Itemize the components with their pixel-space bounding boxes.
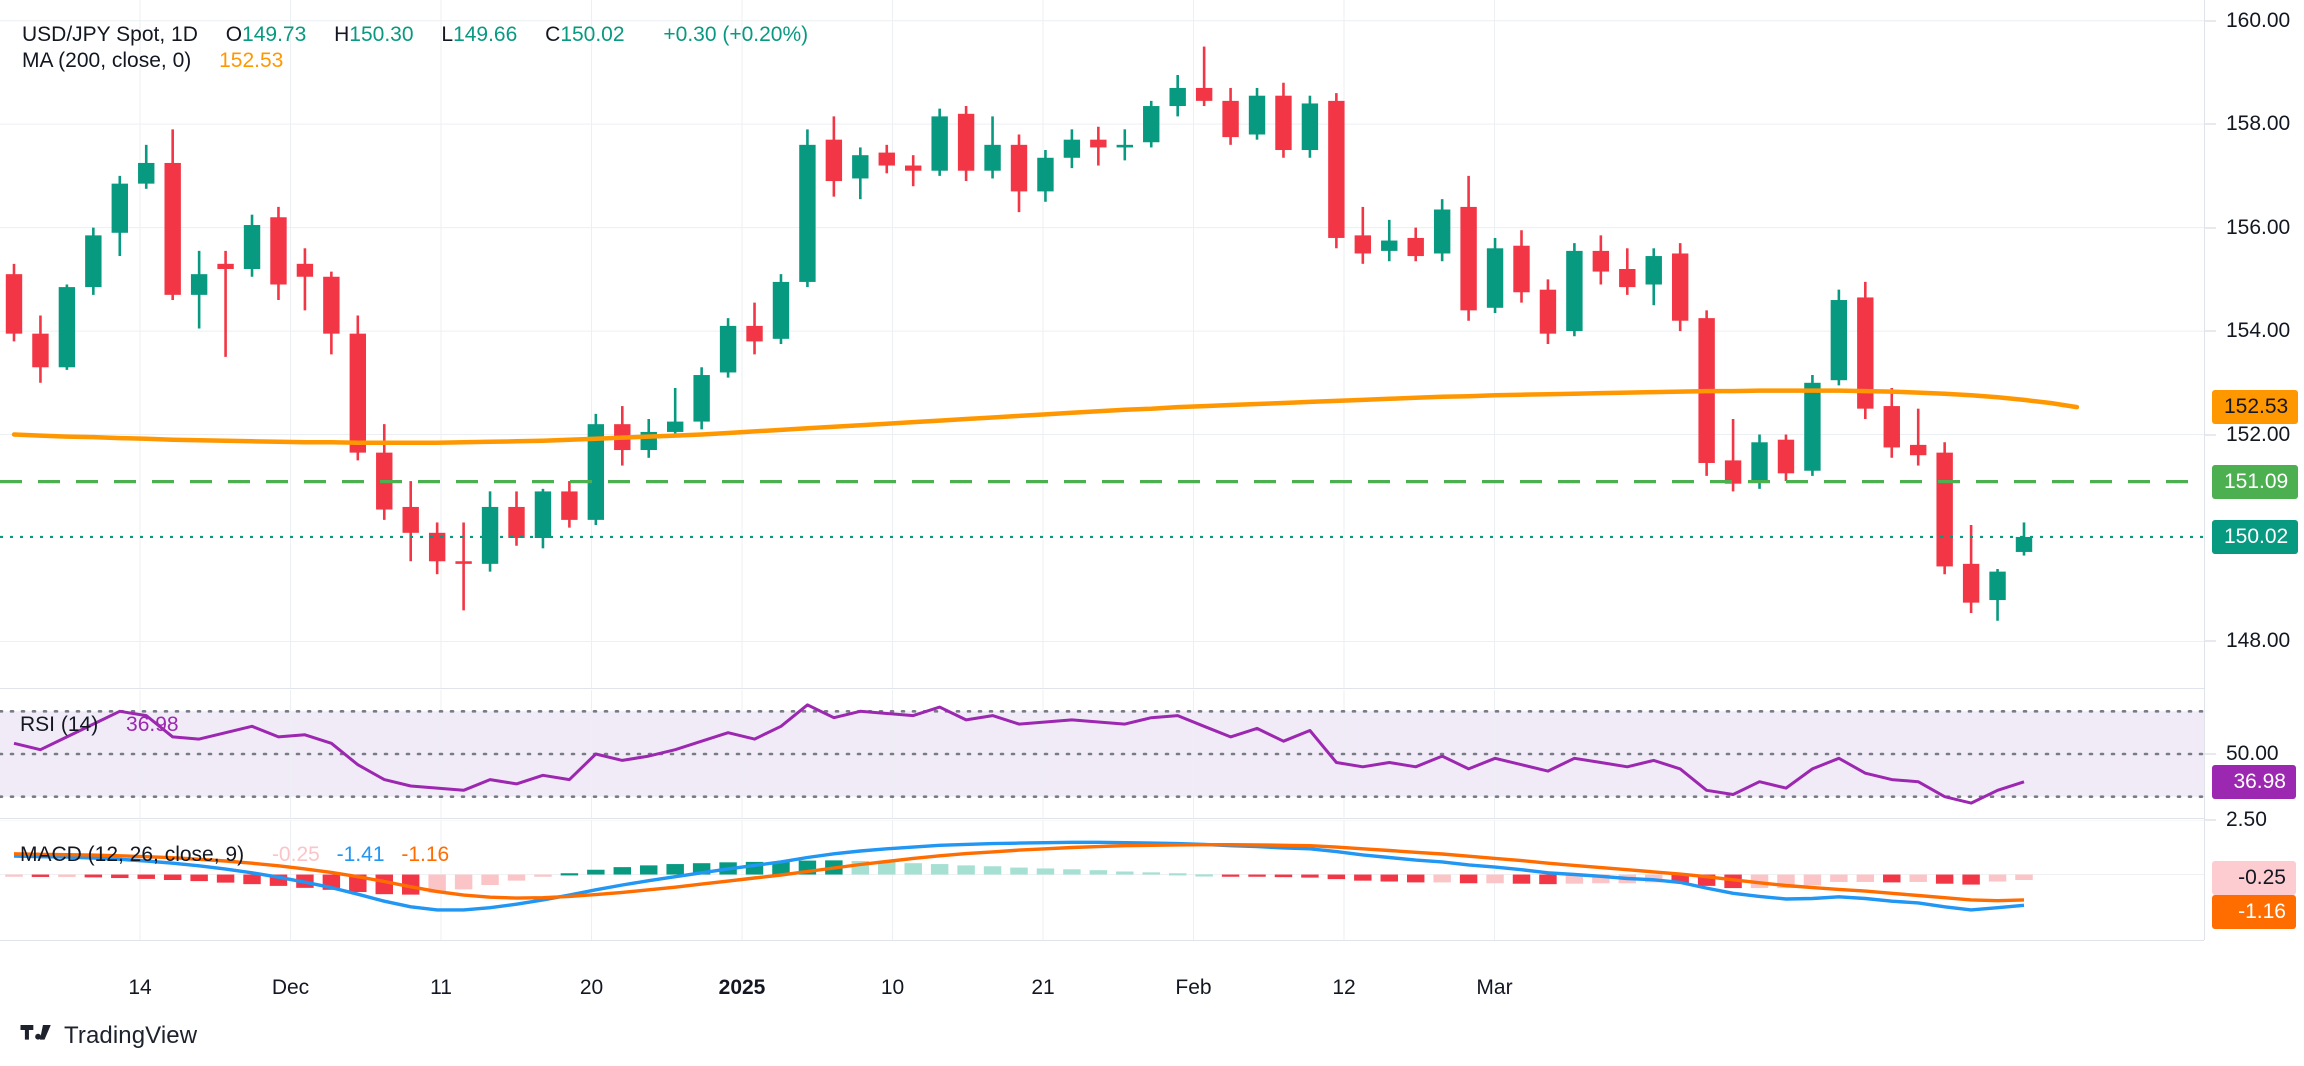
rsi-legend: RSI (14) 36.98 — [20, 712, 179, 738]
tradingview-logo[interactable]: TradingView — [20, 1022, 197, 1050]
time-tick-label: Feb — [1175, 976, 1212, 999]
time-tick-label: Dec — [271, 976, 310, 999]
rsi-label[interactable]: RSI (14) — [20, 713, 99, 736]
tradingview-wordmark: TradingView — [64, 1022, 198, 1049]
rsi-plot-area[interactable] — [0, 690, 2204, 818]
open-value: 149.73 — [242, 23, 307, 46]
price-tick-mark — [2204, 434, 2216, 436]
tradingview-mark-icon — [20, 1025, 51, 1040]
rsi-value-badge[interactable]: 36.98 — [2212, 764, 2296, 799]
macd-tick-label: 2.50 — [2226, 808, 2267, 831]
macd-signal-value: -1.16 — [401, 843, 450, 866]
macd-line-value: -1.41 — [336, 843, 385, 866]
price-tick-label: 160.00 — [2226, 8, 2291, 32]
rsi-axis[interactable]: 50.00 36.98 — [2204, 690, 2304, 818]
time-tick-label: 10 — [880, 976, 905, 999]
time-tick-label: 21 — [1031, 976, 1055, 999]
price-axis[interactable]: 160.00 158.00 156.00 154.00 152.00 148.00 152.… — [2204, 0, 2304, 688]
resistance-price-badge[interactable]: 151.09 — [2212, 464, 2299, 499]
price-pane[interactable]: 160.00 158.00 156.00 154.00 152.00 148.00 152.… — [0, 0, 2304, 688]
macd-tick-mark — [2204, 819, 2216, 821]
pane-separator-rsi-macd — [0, 818, 2204, 819]
price-plot-area[interactable] — [0, 0, 2204, 688]
time-tick-label: Mar — [1476, 976, 1513, 999]
price-tick-label: 148.00 — [2226, 629, 2291, 653]
macd-series-svg — [0, 820, 2204, 940]
price-tick-mark — [2204, 227, 2216, 229]
high-value: 150.30 — [349, 23, 414, 46]
ma-label[interactable]: MA (200, close, 0) — [22, 49, 192, 72]
low-value: 149.66 — [453, 23, 518, 46]
rsi-tick-label: 50.00 — [2226, 742, 2279, 765]
low-label: L — [441, 23, 454, 46]
ma-value: 152.53 — [219, 49, 284, 72]
macd-plot-area[interactable] — [0, 820, 2204, 940]
price-tick-mark — [2204, 640, 2216, 642]
last-price-badge[interactable]: 150.02 — [2212, 519, 2299, 554]
macd-hist-badge[interactable]: -0.25 — [2212, 861, 2296, 895]
axis-divider — [2204, 0, 2205, 940]
close-label: C — [545, 23, 561, 46]
price-tick-label: 158.00 — [2226, 112, 2291, 136]
high-label: H — [334, 23, 350, 46]
rsi-tick-mark — [2204, 753, 2216, 755]
macd-signal-badge[interactable]: -1.16 — [2212, 895, 2296, 929]
rsi-series-svg — [0, 690, 2204, 818]
macd-axis[interactable]: 2.50 -0.25 -1.16 — [2204, 808, 2304, 940]
macd-legend: MACD (12, 26, close, 9) -0.25 -1.41 -1.1… — [20, 842, 449, 868]
ma-price-badge[interactable]: 152.53 — [2212, 390, 2299, 425]
pane-separator-price-rsi — [0, 688, 2204, 689]
macd-hist-value: -0.25 — [271, 843, 320, 866]
change-value: +0.30 (+0.20%) — [663, 23, 809, 46]
time-axis[interactable]: 14 Dec 11 20 2025 10 21 Feb 12 Mar — [0, 940, 2304, 1066]
macd-pane[interactable]: 2.50 -0.25 -1.16 MACD (12, 26, close, 9) -… — [0, 808, 2304, 940]
open-label: O — [225, 23, 243, 46]
macd-label[interactable]: MACD (12, 26, close, 9) — [20, 843, 245, 866]
price-tick-mark — [2204, 20, 2216, 22]
price-series-svg — [0, 0, 2204, 688]
price-tick-label: 152.00 — [2226, 422, 2291, 446]
price-legend: USD/JPY Spot, 1D O149.73 H150.30 L149.66… — [22, 22, 808, 48]
price-tick-label: 154.00 — [2226, 319, 2291, 343]
time-tick-label: 11 — [430, 976, 452, 999]
price-tick-mark — [2204, 123, 2216, 125]
close-value: 150.02 — [560, 23, 625, 46]
time-tick-label: 12 — [1332, 976, 1356, 999]
price-tick-mark — [2204, 330, 2216, 332]
price-tick-label: 156.00 — [2226, 215, 2291, 239]
rsi-value: 36.98 — [126, 713, 179, 736]
ma-legend: MA (200, close, 0) 152.53 — [22, 48, 283, 74]
time-tick-label: 2025 — [718, 976, 766, 999]
time-tick-label: 20 — [579, 976, 604, 999]
time-axis-line — [0, 940, 2204, 941]
rsi-pane[interactable]: 50.00 36.98 RSI (14) 36.98 — [0, 690, 2304, 818]
time-tick-label: 14 — [128, 976, 152, 999]
symbol-label[interactable]: USD/JPY Spot, 1D — [22, 23, 198, 46]
